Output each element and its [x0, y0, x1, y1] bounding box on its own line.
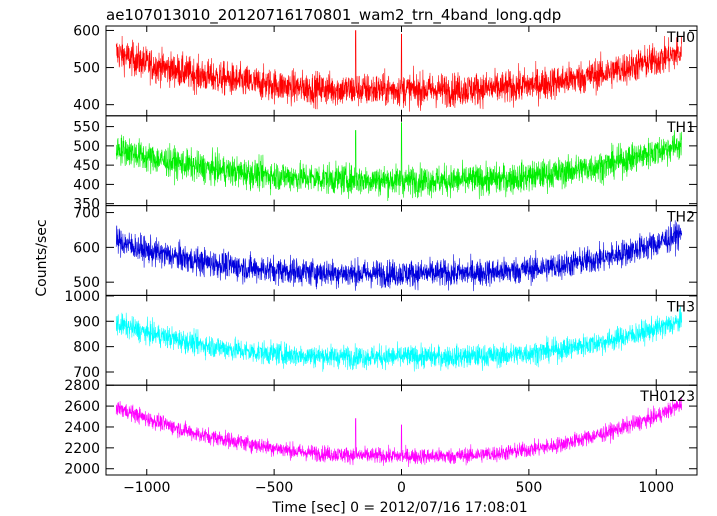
x-tick-label: −500: [255, 480, 293, 496]
y-tick-label: 550: [73, 120, 100, 136]
y-tick-label: 700: [73, 365, 100, 381]
y-tick-label: 600: [73, 23, 100, 39]
y-axis-label: Counts/sec: [34, 219, 50, 296]
panel-th1: 350 400 450 500 550 TH1: [73, 115, 698, 213]
y-tick-label: 600: [73, 240, 100, 256]
series-th1: [115, 122, 682, 202]
panel-th0123: 2000 2200 2400 2600 2800 TH0123: [64, 378, 698, 478]
y-tick-label: 1000: [64, 289, 100, 305]
panel-label: TH0: [666, 30, 695, 46]
panel-label: TH1: [666, 120, 695, 136]
y-tick-label: 2200: [64, 441, 100, 457]
y-tick-label: 2400: [64, 420, 100, 436]
y-tick-label: 2600: [64, 399, 100, 415]
series-th2: [115, 220, 682, 292]
x-tick-label: 1000: [638, 480, 674, 496]
y-tick-label: 350: [73, 197, 100, 213]
y-tick-label: 400: [73, 177, 100, 193]
series-th3: [115, 306, 682, 372]
y-tick-label: 400: [73, 98, 100, 114]
y-tick-label: 500: [73, 139, 100, 155]
y-tick-label: 500: [73, 61, 100, 77]
y-tick-label: 900: [73, 314, 100, 330]
panel-label: TH2: [666, 210, 695, 226]
panel-frame: [105, 205, 698, 296]
panel-label: TH3: [666, 299, 695, 315]
panels-group: 400 500 600 TH0 350 400 450 500 550 TH1 500 600 700 T…: [64, 23, 698, 478]
panel-th0: 400 500 600 TH0: [73, 23, 698, 117]
x-axis-ticks: −1000 −500 0 500 1000: [123, 480, 674, 496]
panel-th3: 700 800 900 1000 TH3: [64, 289, 698, 386]
x-axis-label: Time [sec] 0 = 2012/07/16 17:08:01: [271, 500, 527, 516]
y-tick-label: 450: [73, 158, 100, 174]
series-th0123: [115, 397, 682, 468]
y-tick-label: 800: [73, 340, 100, 356]
x-tick-label: 500: [516, 480, 543, 496]
panel-th2: 500 600 700 TH2: [73, 205, 698, 296]
series-th0: [115, 30, 682, 112]
y-tick-label: 500: [73, 275, 100, 291]
y-tick-label: 2000: [64, 462, 100, 478]
chart-title: ae107013010_20120716170801_wam2_trn_4ban…: [106, 6, 561, 25]
y-tick-label: 700: [73, 206, 100, 222]
x-tick-label: 0: [397, 480, 406, 496]
y-tick-label: 2800: [64, 378, 100, 394]
x-tick-label: −1000: [123, 480, 170, 496]
panel-label: TH0123: [639, 389, 695, 405]
